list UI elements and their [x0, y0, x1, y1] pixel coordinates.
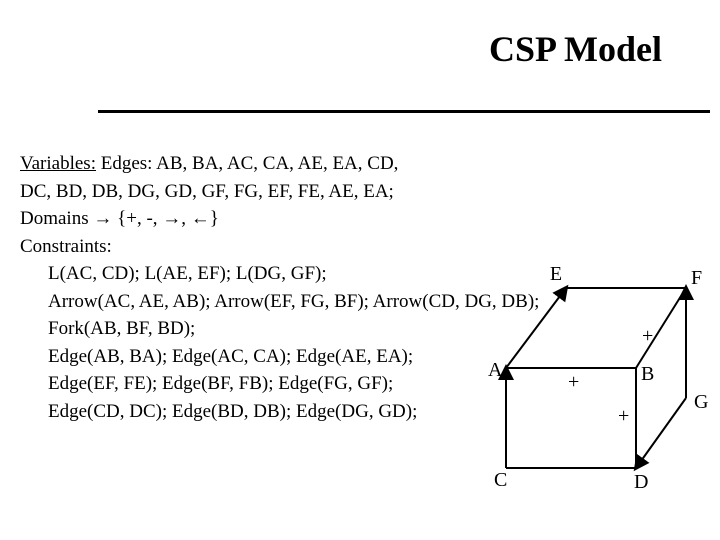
line-variables: Variables: Edges: AB, BA, AC, CA, AE, EA… — [20, 150, 488, 178]
edge-AE — [506, 288, 566, 368]
variables-label: Variables: — [20, 153, 96, 174]
edge-GD — [636, 398, 686, 468]
label-A: A — [488, 359, 503, 381]
label-D: D — [634, 471, 648, 493]
label-G: G — [694, 391, 708, 413]
line-constraints: Constraints: — [20, 233, 488, 261]
cube-diagram: A C E F B G D + + + — [486, 268, 696, 498]
line10: Edge(CD, DC); Edge(BD, DB); Edge(DG, GD)… — [20, 398, 488, 426]
title-underline-rule — [98, 110, 710, 113]
plus-BD: + — [618, 405, 629, 427]
line7: Fork(AB, BF, BD); — [20, 315, 488, 343]
line8: Edge(AB, BA); Edge(AC, CA); Edge(AE, EA)… — [20, 343, 488, 371]
label-C: C — [494, 469, 507, 491]
plus-AB: + — [568, 371, 579, 393]
slide: { "title": "CSP Model", "body": { "line1… — [0, 0, 720, 540]
label-B: B — [641, 363, 654, 385]
slide-title: CSP Model — [489, 28, 662, 70]
plus-BF: + — [642, 325, 653, 347]
line6: Arrow(AC, AE, AB); Arrow(EF, FG, BF); Ar… — [20, 288, 488, 316]
domains-arrow-icon: → — [93, 208, 112, 229]
label-E: E — [550, 263, 562, 285]
label-F: F — [691, 267, 702, 289]
line1-rest: Edges: AB, BA, AC, CA, AE, EA, CD, — [96, 153, 398, 174]
line-domains: Domains → {+, -, →, ←} — [20, 205, 488, 233]
body-text-block: Variables: Edges: AB, BA, AC, CA, AE, EA… — [20, 150, 488, 425]
line2: DC, BD, DB, DG, GD, GF, FG, EF, FE, AE, … — [20, 178, 488, 206]
line5: L(AC, CD); L(AE, EF); L(DG, GF); — [20, 260, 488, 288]
domains-rest: {+, -, →, ←} — [112, 208, 219, 229]
line9: Edge(EF, FE); Edge(BF, FB); Edge(FG, GF)… — [20, 370, 488, 398]
domains-label: Domains — [20, 208, 93, 229]
